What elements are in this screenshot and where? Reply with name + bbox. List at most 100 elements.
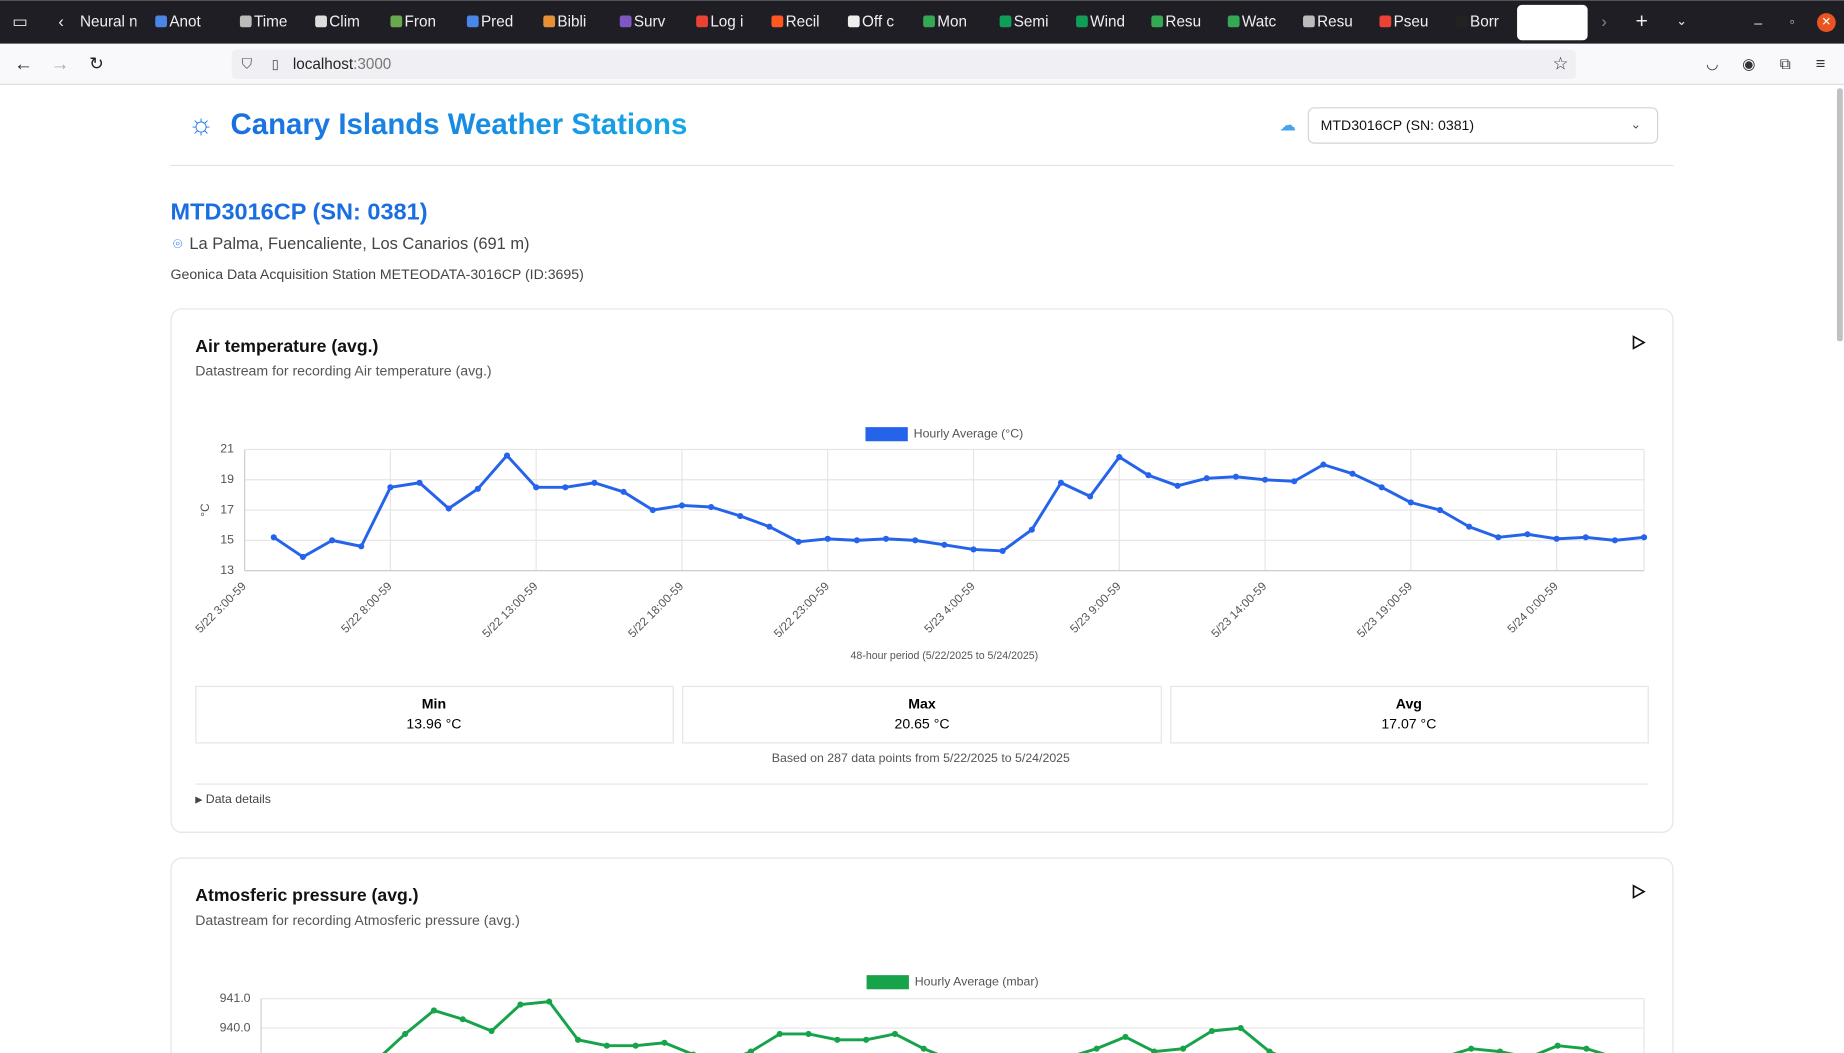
tab-icon [390, 15, 403, 28]
data-point [795, 538, 802, 545]
play-button[interactable] [1632, 335, 1646, 350]
tab-title[interactable]: Watc [1242, 14, 1277, 31]
data-point [270, 534, 277, 541]
account[interactable]: ◉ [1742, 56, 1755, 73]
data-point [1122, 1033, 1129, 1040]
play-button[interactable] [1632, 884, 1646, 899]
scroll-right[interactable]: › [1601, 13, 1606, 31]
data-details[interactable]: Data details [206, 792, 271, 806]
tab-title[interactable]: Resu [1317, 14, 1353, 31]
url[interactable]: localhost:3000 [293, 56, 391, 73]
tab-icon [543, 15, 556, 28]
logo-icon: ☼ [188, 108, 214, 140]
tab-title[interactable]: Log i [710, 14, 743, 31]
data-point [1145, 472, 1152, 479]
pocket[interactable]: ◡ [1706, 56, 1718, 72]
tab-title[interactable]: Semi [1014, 14, 1049, 31]
y-tick-label: 17 [220, 502, 234, 516]
tab-title[interactable]: Borr [1470, 14, 1499, 31]
station-select[interactable] [1307, 107, 1659, 144]
stat-label: Max [908, 695, 936, 711]
data-point [1208, 1027, 1215, 1035]
tab-title[interactable]: Off c [862, 14, 894, 31]
data-point [678, 502, 686, 509]
tab-title[interactable]: Anot [169, 14, 201, 31]
tab-icon [1227, 15, 1240, 28]
scrollbar[interactable] [1836, 88, 1843, 342]
extensions[interactable]: ⧉ [1780, 56, 1791, 73]
data-point [1468, 1045, 1475, 1052]
tab-title[interactable]: Time [254, 14, 287, 31]
legend-swatch [865, 427, 908, 442]
tab-title[interactable]: Surv [634, 14, 666, 31]
stat-value: 13.96 °C [406, 715, 461, 731]
data-point [1266, 1048, 1273, 1053]
tab-title[interactable]: Bibli [557, 14, 586, 31]
url-bar[interactable] [231, 49, 1576, 80]
page-icon: ▯ [272, 56, 279, 71]
y-tick-label: 21 [220, 442, 234, 456]
tab-title[interactable]: Fron [405, 14, 436, 31]
scroll-left[interactable]: ‹ [58, 13, 63, 31]
tab-title[interactable]: Wind [1090, 14, 1125, 31]
data-point [708, 503, 715, 511]
tab-menu[interactable]: ⌄ [1676, 13, 1687, 28]
data-point [562, 484, 569, 491]
stats-note: Based on 287 data points from 5/22/2025 … [772, 751, 1070, 765]
y-tick-label: 941.0 [220, 991, 251, 1005]
data-point [533, 484, 540, 491]
minimize[interactable]: – [1754, 14, 1762, 30]
y-tick-label: 13 [220, 563, 234, 577]
data-point [824, 535, 831, 542]
data-point [574, 1036, 582, 1043]
data-point [1641, 534, 1648, 541]
station-name: MTD3016CP (SN: 0381) [171, 198, 428, 224]
data-point [1466, 523, 1473, 530]
data-point [882, 535, 890, 542]
tab-title[interactable]: Resu [1165, 14, 1201, 31]
new-tab[interactable]: + [1636, 10, 1648, 33]
stat-value: 17.07 °C [1381, 715, 1436, 731]
tab-icon [155, 15, 167, 28]
card-subtitle: Datastream for recording Air temperature… [195, 363, 491, 379]
data-point [1291, 478, 1298, 485]
data-point [517, 1001, 524, 1008]
tab-icon [466, 15, 479, 28]
bookmark[interactable]: ☆ [1553, 54, 1569, 74]
data-point [1261, 476, 1269, 483]
active-tab[interactable] [1517, 4, 1588, 41]
tabs: Neural n Anot Time Clim Fron Pred Bibli Surv Log… [80, 14, 1578, 31]
data-point [941, 541, 948, 548]
shield[interactable]: ⛉ [242, 56, 253, 72]
restore[interactable]: ▫ [1790, 16, 1794, 29]
close-window[interactable] [1816, 13, 1836, 32]
tab-title[interactable]: Neural n [80, 14, 138, 31]
tab-title[interactable]: Mon [937, 14, 967, 31]
tab-icon [1076, 15, 1088, 28]
tab-icon [923, 15, 935, 28]
card-title: Atmosferic pressure (avg.) [195, 885, 418, 905]
data-point [546, 998, 553, 1005]
details-arrow[interactable]: ▶ [195, 793, 203, 804]
data-point [620, 488, 627, 495]
tab-icon [999, 15, 1012, 28]
tab-title[interactable]: Pred [481, 14, 513, 31]
tab-title[interactable]: Clim [329, 14, 360, 31]
data-point [503, 452, 511, 459]
series-line [272, 453, 1645, 559]
menu[interactable]: ≡ [1816, 55, 1826, 73]
data-point [416, 479, 423, 486]
tab-title[interactable]: Recil [786, 14, 820, 31]
reload[interactable]: ↻ [89, 54, 104, 74]
forward[interactable]: → [51, 53, 70, 74]
data-point [1378, 484, 1385, 491]
tab-title[interactable]: Pseu [1394, 14, 1429, 31]
tab-list-icon[interactable]: ▭ [12, 13, 28, 31]
data-point [1554, 1042, 1561, 1049]
tab-icon [1379, 15, 1392, 28]
data-point [430, 1007, 438, 1014]
back[interactable]: ← [14, 53, 33, 74]
data-point [402, 1030, 409, 1038]
data-point [1553, 535, 1560, 542]
